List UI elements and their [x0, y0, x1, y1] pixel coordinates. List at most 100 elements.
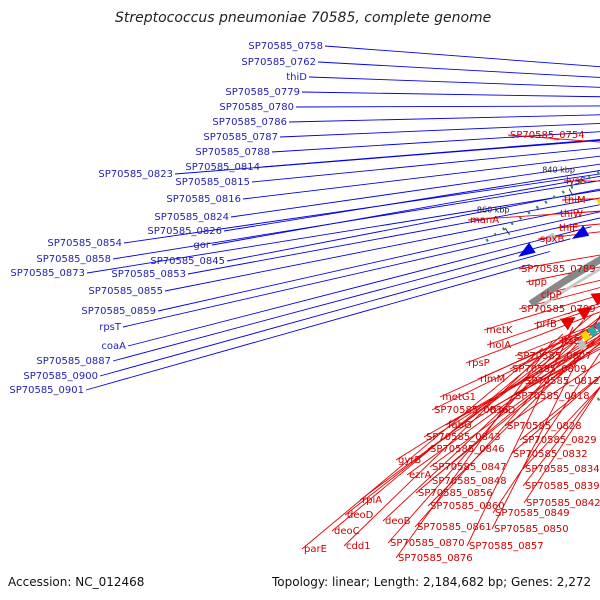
left-gene-label: SP70585_0887 — [36, 356, 111, 367]
right-label-connector — [518, 287, 600, 310]
left-gene-label: SP70585_0824 — [154, 212, 229, 223]
forward-gene-arrow — [590, 293, 600, 306]
right-label-connector — [343, 333, 564, 547]
right-gene-label: thiM — [564, 195, 586, 206]
right-gene-label: SP70585_0847 — [432, 462, 507, 473]
right-gene-label: rimM — [480, 374, 505, 385]
right-gene-label: trmD — [490, 405, 516, 416]
left-label-connector — [211, 175, 600, 246]
left-label-connector — [288, 114, 600, 123]
left-gene-label: SP70585_0826 — [147, 226, 222, 237]
cog-block — [580, 330, 592, 342]
left-label-connector — [317, 61, 600, 78]
left-gene-label: SP70585_0873 — [10, 268, 85, 279]
right-label-connector — [429, 342, 600, 482]
right-gene-label: SP70585_0876 — [398, 553, 473, 564]
right-gene-label: SP70585_0832 — [513, 449, 588, 460]
right-gene-label: SP70585_0848 — [432, 476, 507, 487]
right-label-connector — [427, 334, 600, 507]
left-label-connector — [223, 170, 600, 232]
right-label-connector — [510, 376, 600, 455]
left-gene-label: SP70585_0859 — [81, 306, 156, 317]
right-gene-label: cdd1 — [346, 541, 371, 552]
left-label-connector — [295, 105, 600, 108]
forward-gene-arrow — [576, 307, 593, 321]
right-gene-label: prfB — [536, 319, 557, 330]
map-title: Streptococcus pneumoniae 70585, complete… — [115, 10, 491, 26]
forward-gene-arrow — [560, 316, 576, 331]
right-label-connector — [406, 335, 600, 476]
left-gene-label: SP70585_0823 — [98, 169, 173, 180]
left-gene-label: coaA — [101, 341, 126, 352]
right-label-connector — [344, 316, 600, 516]
right-gene-label: SP70585_0849 — [495, 508, 570, 519]
reverse-gene-arrow — [518, 242, 536, 257]
scale-tick-label: 840 kbp — [542, 166, 575, 175]
right-gene-label: gyrB — [398, 455, 421, 466]
right-gene-label: SP70585_0754 — [510, 130, 585, 141]
right-gene-label: SP70585_0839 — [525, 481, 600, 492]
left-gene-label: SP70585_0855 — [88, 286, 163, 297]
right-gene-label: metK — [486, 325, 513, 336]
left-gene-label: SP70585_0762 — [241, 57, 316, 68]
scale-tick — [504, 227, 511, 235]
right-gene-label: SP70585_0850 — [494, 524, 569, 535]
right-gene-label: clpP — [541, 290, 562, 301]
scale-ticks: 680 kbp700 kbp720 kbp740 kbp760 kbp780 k… — [477, 166, 575, 235]
right-gene-label: thiE — [559, 223, 578, 234]
right-gene-label: manA — [470, 215, 499, 226]
right-label-connector — [522, 386, 600, 487]
right-label-connector — [359, 322, 600, 501]
left-label-connector — [271, 131, 600, 153]
scale-tick — [568, 188, 574, 197]
right-gene-label: upp — [528, 277, 547, 288]
left-gene-label: SP70585_0845 — [150, 256, 225, 267]
right-label-connector — [415, 337, 600, 494]
left-label-connector — [123, 173, 600, 244]
left-gene-label: SP70585_0779 — [225, 87, 300, 98]
right-gene-label: SP70585_0807 — [517, 351, 592, 362]
left-gene-label: SP70585_0816 — [166, 194, 241, 205]
right-label-connector — [483, 294, 600, 331]
right-label-connector — [423, 335, 600, 438]
right-gene-label: metG1 — [442, 392, 476, 403]
reverse-cog-block — [545, 232, 557, 243]
right-gene-label: SP70585_0843 — [426, 432, 501, 443]
right-gene-label: SP70585_0828 — [507, 421, 582, 432]
right-label-connector — [519, 375, 600, 441]
feature-tracks — [518, 197, 600, 351]
right-gene-label: SP70585_0860 — [430, 501, 505, 512]
right-label-connector — [395, 331, 600, 461]
left-gene-label: SP70585_0901 — [9, 385, 84, 396]
left-gene-label: SP70585_0900 — [23, 371, 98, 382]
right-gene-label: SP70585_0799 — [521, 304, 596, 315]
right-gene-label: rpsP — [468, 358, 490, 369]
right-label-connector — [491, 314, 600, 530]
right-label-connector — [467, 210, 600, 221]
left-label-connector — [85, 264, 530, 391]
right-gene-label: SP70585_0809 — [512, 364, 587, 375]
right-gene-label: SP70585_0836 — [434, 405, 509, 416]
left-label-connector — [112, 180, 600, 260]
right-gene-label: thiW — [560, 209, 583, 220]
left-gene-label: SP70585_0786 — [212, 117, 287, 128]
reverse-gene-arrow — [571, 225, 590, 239]
right-label-connector — [439, 323, 600, 398]
cog-block — [576, 339, 587, 351]
left-gene-label: thiD — [286, 72, 307, 83]
left-label-connector — [279, 122, 600, 138]
right-gene-label: spxB — [540, 234, 564, 245]
topology-label: Topology: linear; Length: 2,184,682 bp; … — [271, 575, 591, 589]
right-gene-label: SP70585_0870 — [390, 538, 465, 549]
left-gene-label: SP70585_0780 — [219, 102, 294, 113]
right-gene-label: SP70585_0834 — [525, 464, 600, 475]
left-label-connector — [122, 217, 600, 328]
right-gene-label: SP70585_0857 — [469, 541, 544, 552]
right-gene-label: holA — [489, 340, 511, 351]
right-gene-label: SP70585_0842 — [526, 498, 600, 509]
right-gene-label: deoD — [347, 510, 374, 521]
right-label-connector — [465, 311, 600, 364]
right-gene-label: SP70585_0861 — [417, 522, 492, 533]
label-connectors — [85, 45, 600, 559]
